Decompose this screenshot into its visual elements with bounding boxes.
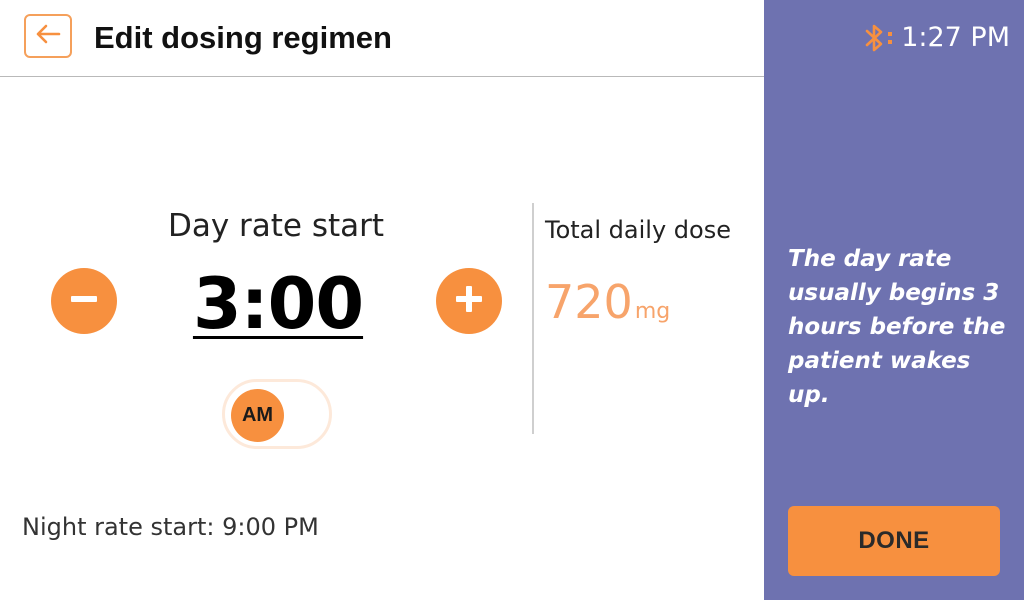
tip-text: The day rate usually begins 3 hours befo…: [788, 246, 1006, 408]
dose-unit: mg: [634, 299, 671, 324]
header-bar: Edit dosing regimen: [0, 0, 764, 77]
done-button[interactable]: DONE: [788, 506, 1000, 576]
total-daily-dose: 720mg: [545, 274, 670, 340]
status-bar: 1:27 PM: [863, 18, 1010, 58]
clock: 1:27 PM: [901, 22, 1010, 53]
dose-value: 720: [545, 275, 633, 329]
night-rate-start: Night rate start: 9:00 PM: [22, 513, 319, 541]
plus-icon: [452, 282, 486, 320]
side-panel: 1:27 PM The day rate usually begins 3 ho…: [764, 0, 1024, 600]
day-rate-start-label: Day rate start: [167, 208, 385, 244]
am-pm-toggle[interactable]: AM: [222, 379, 332, 449]
arrow-left-icon: [35, 23, 61, 49]
minus-icon: [67, 282, 101, 320]
back-button[interactable]: [24, 14, 72, 58]
bluetooth-icon: [863, 21, 895, 55]
am-pm-knob: AM: [231, 389, 284, 442]
page-title: Edit dosing regimen: [94, 20, 392, 55]
total-daily-dose-label: Total daily dose: [545, 216, 731, 244]
decrement-button[interactable]: [51, 268, 117, 334]
vertical-divider: [532, 203, 534, 434]
time-value[interactable]: 3:00: [192, 263, 364, 345]
main-content: Edit dosing regimen Day rate start 3:00 …: [0, 0, 764, 541]
increment-button[interactable]: [436, 268, 502, 334]
